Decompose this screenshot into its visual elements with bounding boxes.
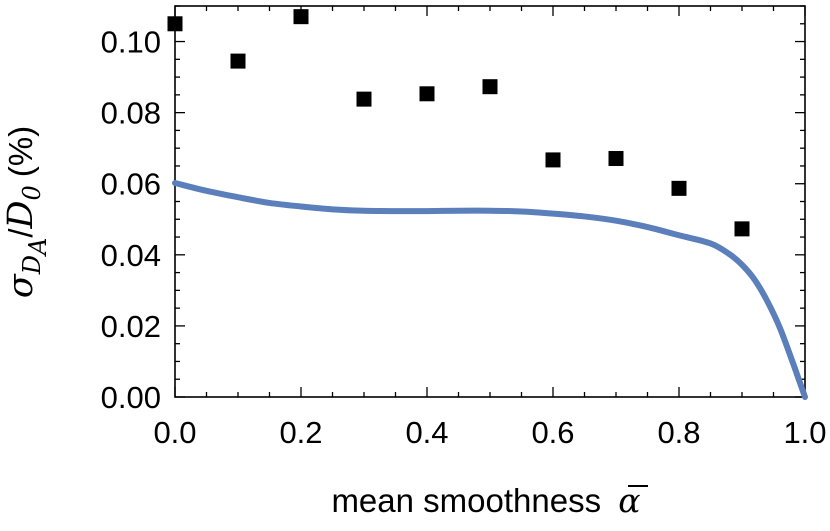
- y-ticks: 0.00 0.02 0.04 0.06 0.08 0.10: [101, 5, 805, 415]
- svg-text:σDA/D0(%): σDA/D0(%): [1, 126, 52, 298]
- data-point-square: [419, 86, 435, 102]
- x-tick-label: 0.4: [405, 415, 448, 450]
- y-title-denom-sub: 0: [18, 185, 46, 200]
- y-title-sigma: σ: [1, 273, 41, 298]
- y-title-slash: /: [2, 228, 39, 238]
- data-point-square: [230, 53, 246, 69]
- y-axis-title: σDA/D0(%): [1, 126, 52, 298]
- y-tick-label: 0.00: [101, 380, 161, 415]
- series-points-group: [167, 9, 750, 237]
- x-axis-title-text: mean smoothness: [331, 482, 601, 519]
- analytic-curve-line: [172, 180, 808, 400]
- data-point-square: [482, 79, 498, 95]
- x-axis-title-symbol: α: [618, 481, 640, 520]
- y-title-unit: (%): [2, 126, 39, 177]
- data-point-square: [545, 152, 561, 168]
- y-title-sub: D: [18, 255, 46, 275]
- x-tick-label: 1.0: [783, 415, 826, 450]
- y-tick-label: 0.10: [101, 25, 161, 60]
- series-line-group: [172, 180, 808, 400]
- x-tick-label: 0.2: [279, 415, 322, 450]
- x-tick-label: 0.0: [153, 415, 196, 450]
- data-point-square: [167, 16, 183, 32]
- x-ticks: 0.0 0.2 0.4 0.6 0.8 1.0: [153, 6, 827, 450]
- y-title-denom: D: [1, 200, 41, 229]
- y-tick-label: 0.06: [101, 167, 161, 202]
- data-point-square: [293, 9, 309, 25]
- x-axis-title: mean smoothness α: [331, 481, 640, 520]
- data-point-square: [356, 91, 372, 107]
- y-tick-label: 0.02: [101, 309, 161, 344]
- y-tick-label: 0.08: [101, 96, 161, 131]
- data-point-square: [671, 180, 687, 196]
- x-tick-label: 0.6: [531, 415, 574, 450]
- y-title-subsub: A: [24, 238, 52, 257]
- data-point-square: [608, 150, 624, 166]
- y-tick-label: 0.04: [101, 238, 161, 273]
- x-tick-label: 0.8: [657, 415, 700, 450]
- data-point-square: [734, 221, 750, 237]
